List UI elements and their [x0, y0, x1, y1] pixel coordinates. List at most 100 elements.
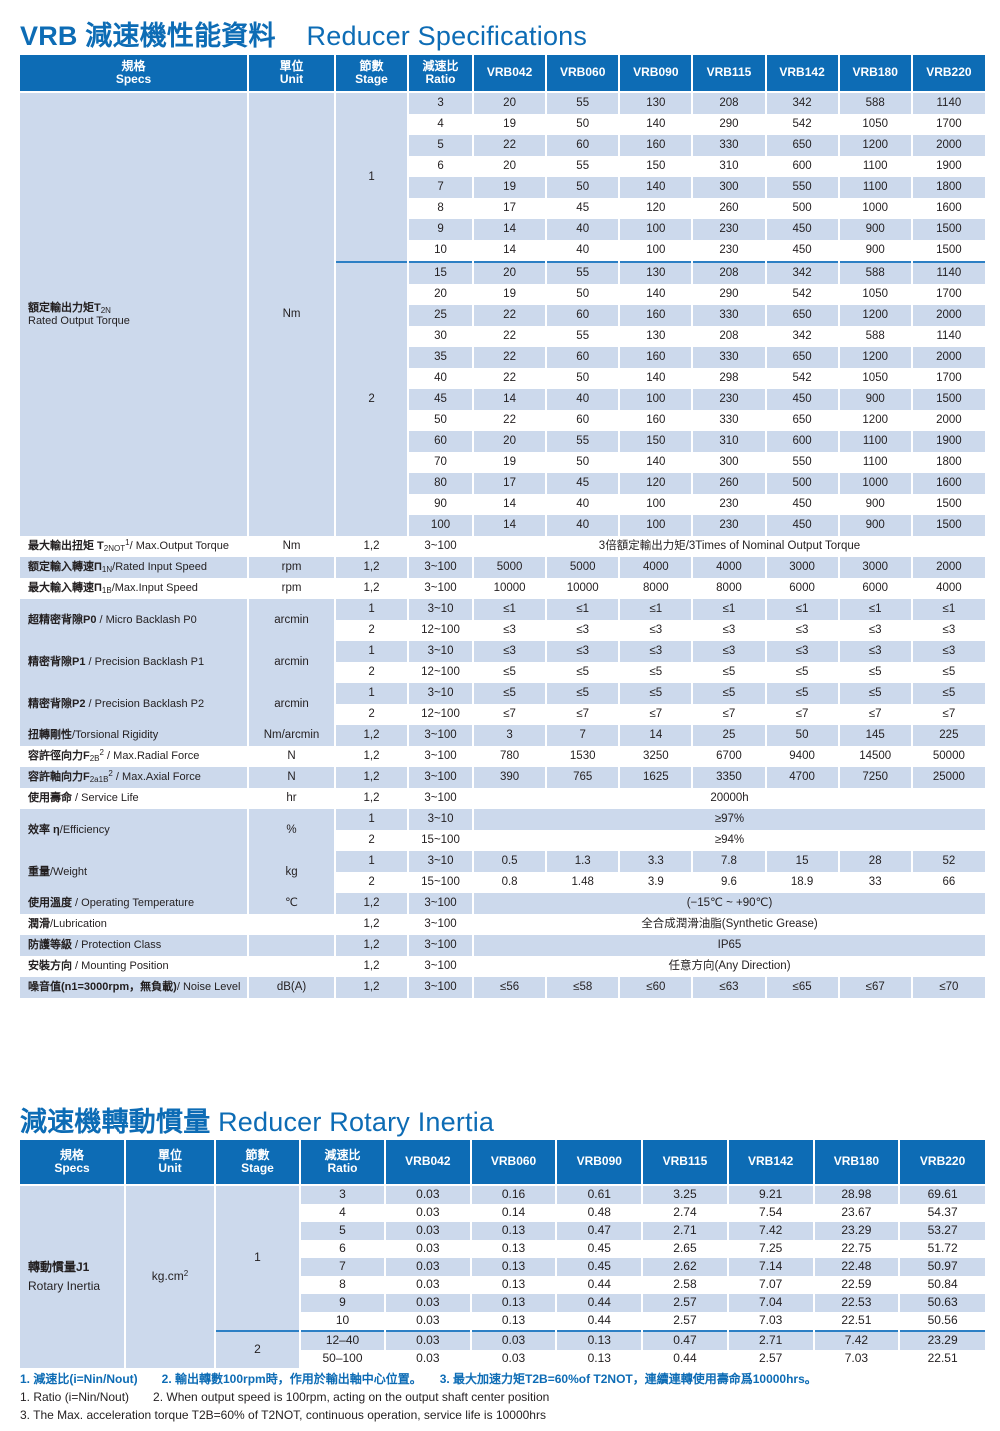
- value-cell: 130: [619, 326, 694, 347]
- ratio-cell: 3~100: [408, 557, 475, 578]
- col-header-model: VRB180: [813, 1140, 901, 1186]
- value-cell: ≤7: [911, 704, 985, 725]
- col-header-model: VRB060: [470, 1140, 558, 1186]
- value-cell: ≤5: [692, 662, 767, 683]
- value-cell: 1700: [911, 284, 985, 305]
- value-cell: 55: [546, 431, 621, 452]
- value-cell: 2.57: [642, 1294, 729, 1312]
- table-row: 4 19 50 140 290 542 1050 1700: [20, 114, 985, 135]
- value-cell: 550: [765, 177, 840, 198]
- value-cell: 40: [546, 494, 621, 515]
- ratio-cell: 3: [300, 1185, 386, 1204]
- value-cell: 390: [473, 767, 548, 788]
- col-header-specs: 規格 Specs: [20, 1140, 126, 1186]
- value-cell: 54.37: [899, 1204, 985, 1222]
- value-cell: 120: [619, 198, 694, 219]
- value-cell: 230: [692, 515, 767, 536]
- specifications-table: 規格 Specs 單位 Unit 節數 Stage 減速比 Ratio VRB0…: [20, 55, 985, 998]
- value-cell: 230: [692, 389, 767, 410]
- value-cell: ≤3: [619, 641, 694, 662]
- col-header-model: VRB220: [899, 1140, 985, 1186]
- value-cell: 2.58: [642, 1276, 729, 1294]
- table-row: 額定輸出力矩T2N Rated Output Torque Nm 1 3 20 55 130 2…: [20, 92, 985, 536]
- col-header-model: VRB042: [385, 1140, 472, 1186]
- value-cell: 1500: [911, 494, 985, 515]
- value-cell: ≤5: [765, 683, 840, 704]
- value-cell: ≤3: [473, 620, 548, 641]
- value-cell: 14: [473, 219, 548, 240]
- value-cell: 23.29: [813, 1222, 901, 1240]
- value-cell: 1700: [911, 368, 985, 389]
- value-cell: 100: [619, 389, 694, 410]
- value-cell: 3250: [619, 746, 694, 767]
- value-cell: 22.75: [813, 1240, 901, 1258]
- value-cell: 0.61: [556, 1185, 644, 1204]
- value-cell: 0.03: [385, 1294, 472, 1312]
- value-cell: 342: [765, 92, 840, 114]
- table-row: 最大輸出扭矩 T2NOT1/ Max.Output Torque Nm 1,2 3~1…: [20, 536, 985, 557]
- value-cell: 22: [473, 326, 548, 347]
- table-row: 40 22 50 140 298 542 1050 1700: [20, 368, 985, 389]
- value-cell: 55: [546, 326, 621, 347]
- value-cell: ≤5: [692, 683, 767, 704]
- value-cell: 330: [692, 347, 767, 368]
- value-cell: 0.03: [385, 1312, 472, 1331]
- value-cell: 14: [473, 494, 548, 515]
- value-cell: 1625: [619, 767, 694, 788]
- value-cell: 1500: [911, 389, 985, 410]
- value-cell: 0.13: [470, 1294, 558, 1312]
- value-cell: 0.48: [556, 1204, 644, 1222]
- value-cell: 45: [546, 198, 621, 219]
- value-cell: 14: [619, 725, 694, 746]
- stage-cell: 2: [335, 830, 410, 851]
- value-cell: 50.97: [899, 1258, 985, 1276]
- col-header-model: VRB142: [727, 1140, 815, 1186]
- value-span-cell: ≥94%: [473, 830, 985, 851]
- value-cell: 0.47: [556, 1222, 644, 1240]
- value-cell: ≤1: [473, 599, 548, 620]
- value-cell: 0.13: [470, 1240, 558, 1258]
- value-cell: ≤7: [546, 704, 621, 725]
- row-unit: [248, 914, 337, 935]
- value-cell: ≤63: [692, 977, 767, 998]
- value-cell: 100: [619, 515, 694, 536]
- table-row: 2 12–40 0.03 0.03 0.13 0.47 2.71 7.42 23.29: [20, 1330, 985, 1368]
- page-title-specifications: VRB 減速機性能資料 Reducer Specifications: [20, 14, 587, 53]
- rotary-inertia-table: 規格 Specs 單位 Unit 節數 Stage 減速比 Ratio VRB0…: [20, 1140, 985, 1368]
- ratio-cell: 12~100: [408, 704, 475, 725]
- value-cell: 160: [619, 305, 694, 326]
- value-cell: 7: [546, 725, 621, 746]
- value-cell: ≤3: [619, 620, 694, 641]
- row-unit: kg.cm2: [125, 1185, 216, 1368]
- value-cell: 1200: [838, 410, 913, 431]
- value-cell: 0.03: [470, 1350, 558, 1368]
- value-cell: 7.03: [813, 1350, 901, 1368]
- value-cell: 2.57: [642, 1312, 729, 1331]
- col-header-ratio-cn: 減速比: [422, 58, 459, 73]
- ratio-cell: 12~100: [408, 662, 475, 683]
- ratio-cell: 9: [300, 1294, 386, 1312]
- value-cell: 900: [838, 389, 913, 410]
- value-cell: 1100: [838, 177, 913, 198]
- value-cell: 1050: [838, 368, 913, 389]
- table-row: 5 0.03 0.13 0.47 2.71 7.42 23.29 53.27: [20, 1222, 985, 1240]
- table-row: 35 22 60 160 330 650 1200 2000: [20, 347, 985, 368]
- value-cell: 550: [765, 452, 840, 473]
- value-cell: ≤3: [765, 620, 840, 641]
- value-cell: 150: [619, 431, 694, 452]
- value-cell: ≤70: [911, 977, 985, 998]
- value-cell: 542: [765, 284, 840, 305]
- value-cell: ≤7: [692, 704, 767, 725]
- row-unit: arcmin: [248, 683, 337, 725]
- ratio-cell: 20: [408, 284, 475, 305]
- value-cell: 0.45: [556, 1258, 644, 1276]
- value-cell: 330: [692, 410, 767, 431]
- value-cell: ≤3: [838, 641, 913, 662]
- table-row: 额定輸入轉速П1N/Rated Input Speed rpm 1,2 3~100 50…: [20, 557, 985, 578]
- table-row: 2 12~100 ≤5 ≤5 ≤5 ≤5 ≤5 ≤5 ≤5: [20, 662, 985, 683]
- value-cell: 18.9: [765, 872, 840, 893]
- value-cell: 7.04: [727, 1294, 815, 1312]
- value-cell: 500: [765, 473, 840, 494]
- value-cell: 450: [765, 515, 840, 536]
- ratio-cell: 70: [408, 452, 475, 473]
